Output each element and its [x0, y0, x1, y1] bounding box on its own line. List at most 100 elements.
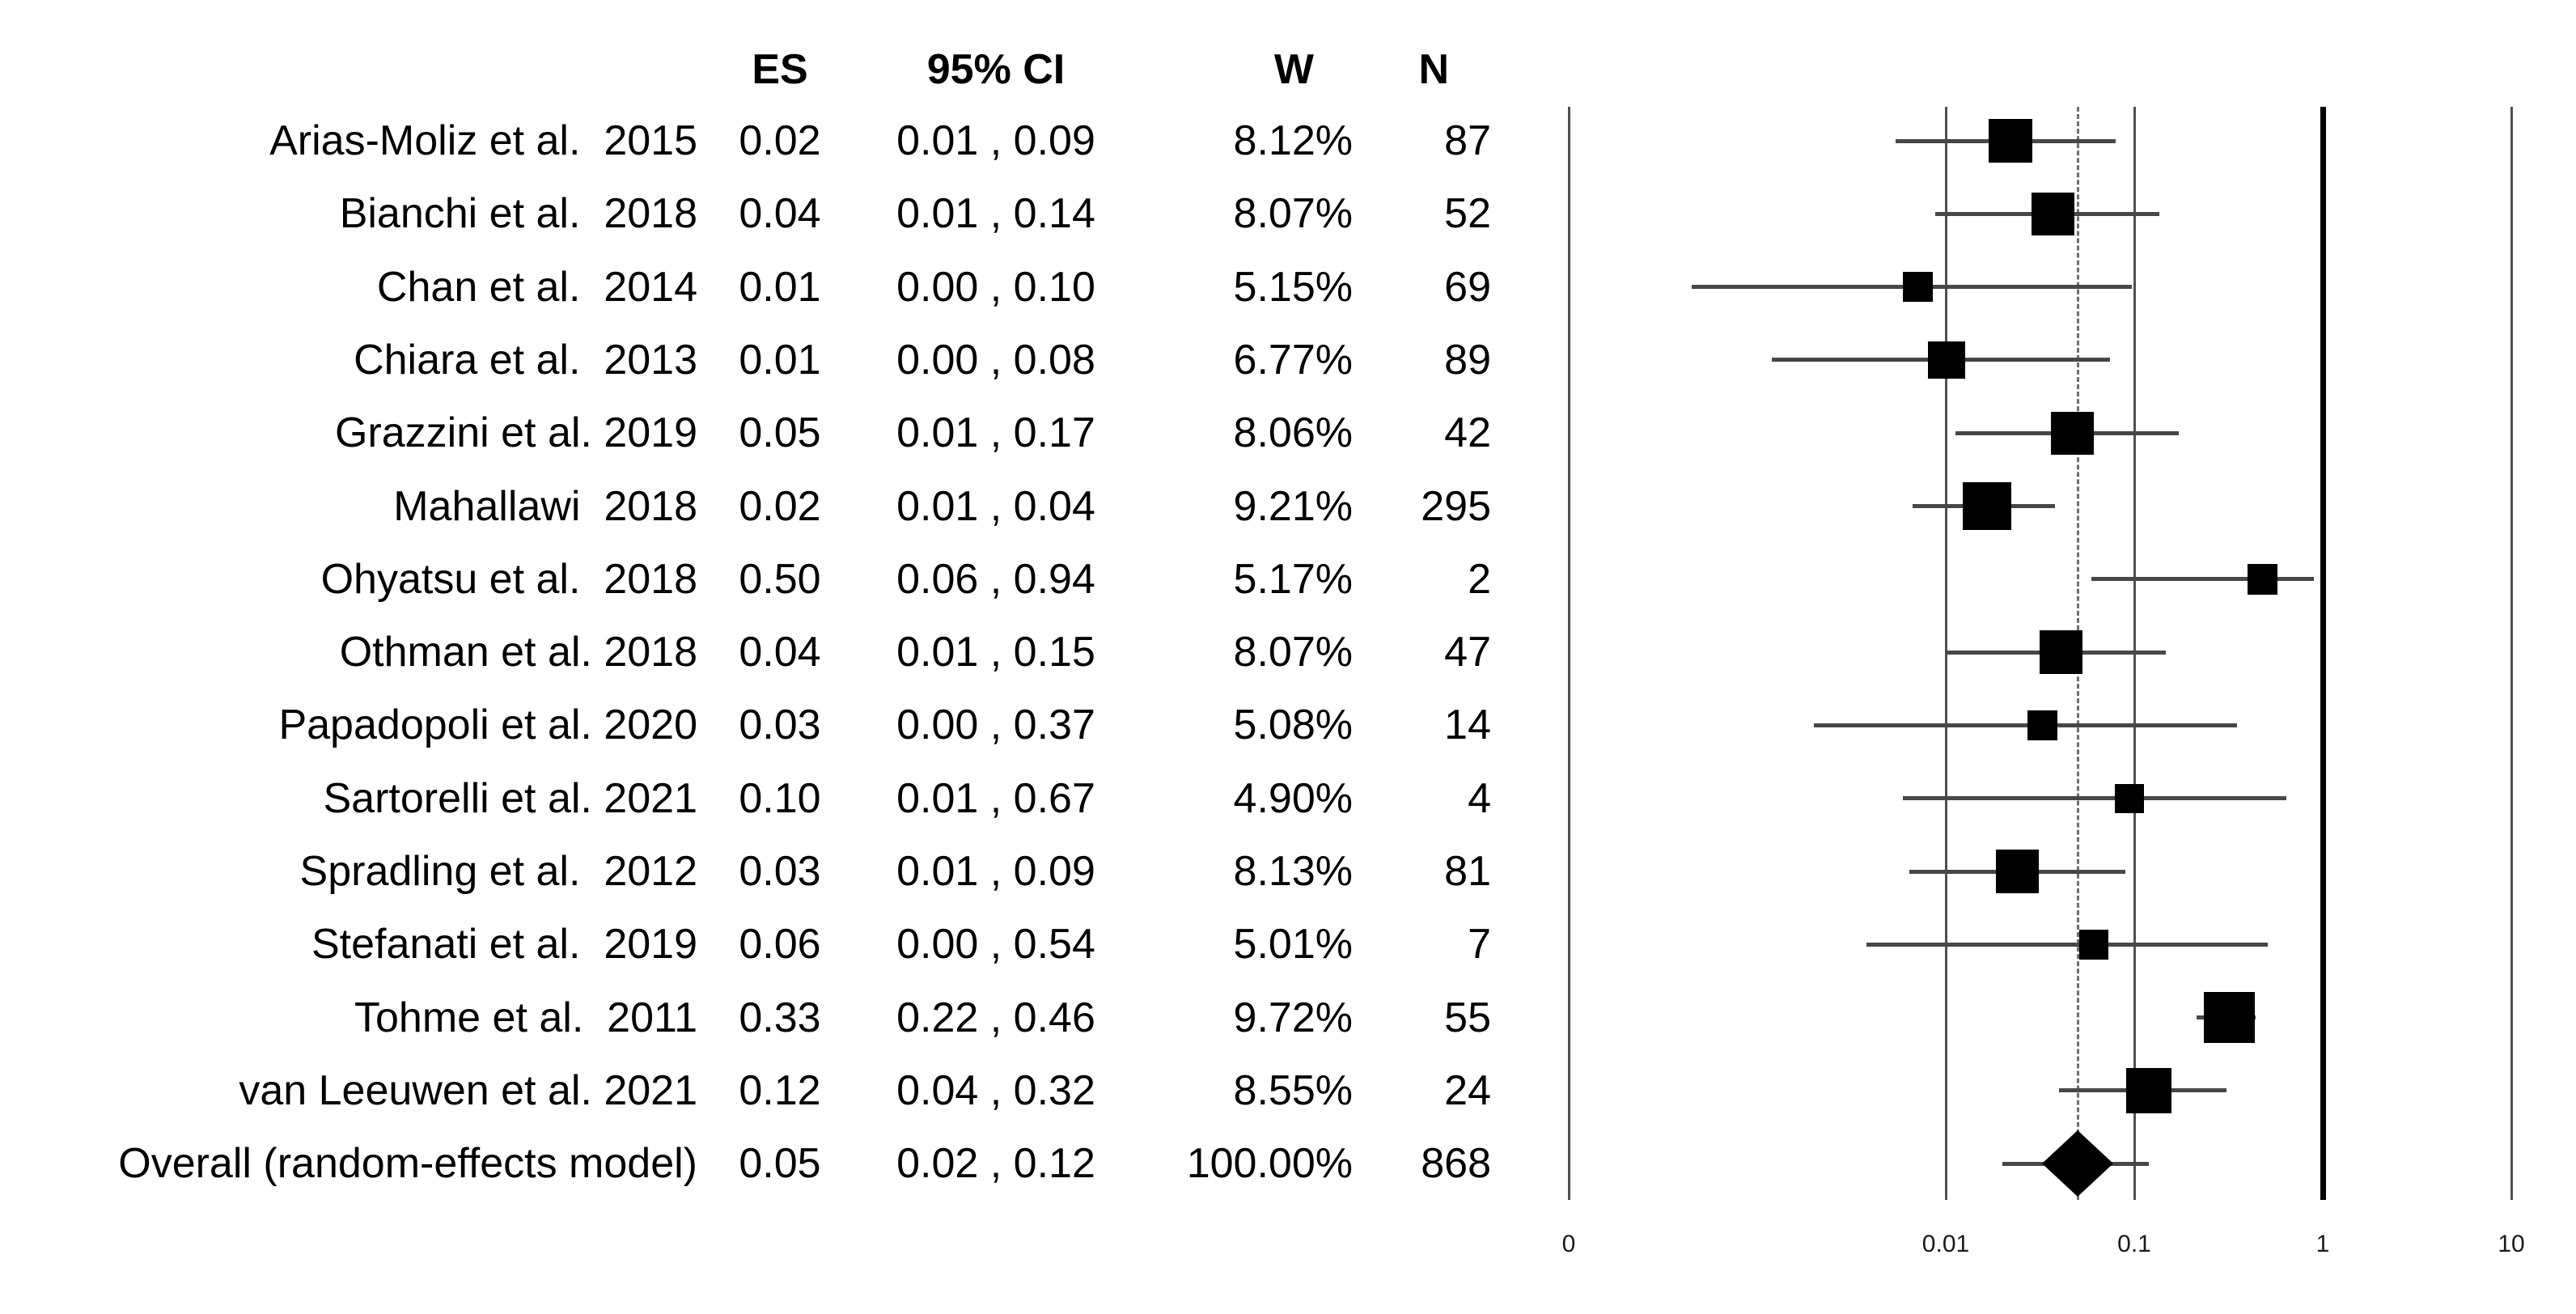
weight-value: 8.07%: [1233, 190, 1353, 238]
ci-value: 0.01 , 0.67: [896, 774, 1095, 822]
n-value: 7: [1468, 921, 1491, 969]
weight-value: 9.21%: [1233, 482, 1353, 530]
table-row: Stefanati et al. 2019 0.06 0.00 , 0.54 5.01…: [0, 908, 1537, 981]
ci-value: 0.01 , 0.09: [896, 848, 1095, 895]
axis-gridline: [2320, 107, 2326, 1200]
ci-value: 0.02 , 0.12: [896, 1140, 1095, 1188]
table-row: Chan et al. 2014 0.01 0.00 , 0.10 5.15% 69: [0, 251, 1537, 324]
axis-tick-label: 0.01: [1921, 1231, 1970, 1257]
ci-value: 0.04 , 0.32: [896, 1066, 1095, 1114]
table-row: Sartorelli et al. 2021 0.10 0.01 , 0.67 4.9…: [0, 762, 1537, 835]
ci-line: [1814, 723, 2237, 727]
effect-square: [2031, 192, 2075, 235]
effect-square: [2078, 929, 2109, 960]
es-value: 0.06: [739, 921, 821, 969]
n-value: 81: [1444, 848, 1491, 895]
weight-value: 8.13%: [1233, 848, 1353, 895]
table-row: Othman et al. 2018 0.04 0.01 , 0.15 8.07% 47: [0, 616, 1537, 689]
weight-value: 4.90%: [1233, 774, 1353, 822]
study-label: van Leeuwen et al. 2021: [239, 1066, 697, 1114]
es-value: 0.10: [739, 774, 821, 822]
axis-tick-label: 0: [1561, 1231, 1576, 1257]
table-row: Papadopoli et al. 2020 0.03 0.00 , 0.37 5.0…: [0, 689, 1537, 761]
weight-value: 100.00%: [1186, 1140, 1353, 1188]
es-value: 0.05: [739, 409, 821, 457]
table-row: Chiara et al. 2013 0.01 0.00 , 0.08 6.77% 89: [0, 324, 1537, 396]
weight-value: 6.77%: [1233, 336, 1353, 384]
table-row: Grazzini et al. 2019 0.05 0.01 , 0.17 8.06%…: [0, 396, 1537, 469]
es-value: 0.02: [739, 482, 821, 530]
weight-value: 8.06%: [1233, 409, 1353, 457]
study-label: Othman et al. 2018: [339, 629, 697, 676]
study-label: Bianchi et al. 2018: [339, 190, 697, 238]
table-row: Arias-Moliz et al. 2015 0.02 0.01 , 0.09 8.…: [0, 104, 1537, 177]
es-value: 0.02: [739, 117, 821, 164]
es-value: 0.12: [739, 1066, 821, 1114]
study-label: Chiara et al. 2013: [354, 336, 697, 384]
ci-value: 0.01 , 0.04: [896, 482, 1095, 530]
es-value: 0.50: [739, 555, 821, 603]
study-label: Grazzini et al. 2019: [334, 409, 697, 457]
ci-line: [1902, 796, 2286, 801]
study-label: Arias-Moliz et al. 2015: [269, 117, 697, 164]
n-value: 42: [1444, 409, 1491, 457]
es-value: 0.01: [739, 263, 821, 311]
n-value: 89: [1444, 336, 1491, 384]
es-value: 0.01: [739, 336, 821, 384]
weight-value: 5.15%: [1233, 263, 1353, 311]
axis-tick-label: 1: [2315, 1231, 2330, 1257]
study-label: Overall (random-effects model): [118, 1140, 697, 1188]
ci-value: 0.00 , 0.54: [896, 921, 1095, 969]
ci-value: 0.01 , 0.15: [896, 629, 1095, 676]
study-label: Spradling et al. 2012: [299, 848, 697, 895]
effect-square: [1902, 271, 1934, 303]
ci-value: 0.01 , 0.09: [896, 117, 1095, 164]
n-value: 55: [1444, 994, 1491, 1041]
table-row: Bianchi et al. 2018 0.04 0.01 , 0.14 8.07% 5…: [0, 177, 1537, 250]
ci-value: 0.22 , 0.46: [896, 994, 1095, 1041]
weight-value: 8.12%: [1233, 117, 1353, 164]
study-label: Mahallawi 2018: [393, 482, 697, 530]
table-row: Ohyatsu et al. 2018 0.50 0.06 , 0.94 5.17% 2: [0, 543, 1537, 616]
n-value: 14: [1444, 702, 1491, 749]
n-value: 868: [1421, 1140, 1491, 1188]
n-value: 52: [1444, 190, 1491, 238]
column-header-w: W: [1273, 46, 1314, 93]
weight-value: 5.08%: [1233, 702, 1353, 749]
effect-square: [2247, 564, 2278, 595]
es-value: 0.05: [739, 1140, 821, 1188]
table-row: Mahallawi 2018 0.02 0.01 , 0.04 9.21% 295: [0, 470, 1537, 543]
ci-line: [2091, 577, 2315, 582]
effect-square: [1927, 341, 1966, 379]
study-label: Chan et al. 2014: [376, 263, 697, 311]
effect-square: [2204, 992, 2255, 1043]
column-header-n: N: [1418, 46, 1449, 93]
study-label: Papadopoli et al. 2020: [278, 702, 697, 749]
es-value: 0.04: [739, 629, 821, 676]
effect-square: [2027, 710, 2057, 740]
weight-value: 9.72%: [1233, 994, 1353, 1041]
es-value: 0.04: [739, 190, 821, 238]
effect-square: [1962, 481, 2011, 531]
ci-value: 0.01 , 0.17: [896, 409, 1095, 457]
table-row: Spradling et al. 2012 0.03 0.01 , 0.09 8.13…: [0, 835, 1537, 908]
axis-gridline: [1568, 107, 1570, 1200]
table-row-overall: Overall (random-effects model) 0.05 0.02 ,…: [0, 1127, 1537, 1200]
ci-value: 0.01 , 0.14: [896, 190, 1095, 238]
axis-tick-label: 10: [2498, 1231, 2525, 1257]
n-value: 295: [1421, 482, 1491, 530]
es-value: 0.03: [739, 702, 821, 749]
axis-gridline: [2510, 107, 2513, 1200]
effect-square: [2040, 630, 2083, 674]
study-label: Tohme et al. 2011: [354, 994, 697, 1041]
table-row: Tohme et al. 2011 0.33 0.22 , 0.46 9.72% 55: [0, 981, 1537, 1054]
n-value: 47: [1444, 629, 1491, 676]
n-value: 2: [1468, 555, 1491, 603]
es-value: 0.33: [739, 994, 821, 1041]
overall-diamond: [2041, 1130, 2113, 1201]
axis-tick-label: 0.1: [2117, 1231, 2151, 1257]
ci-line: [1866, 942, 2268, 947]
table-row: van Leeuwen et al. 2021 0.12 0.04 , 0.32 8.…: [0, 1054, 1537, 1127]
effect-square: [2114, 783, 2144, 813]
